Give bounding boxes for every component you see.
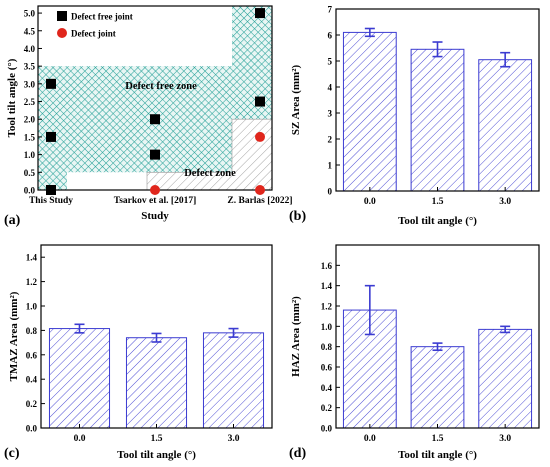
y-tick-label: 1.2	[321, 302, 333, 312]
panel-a-y-tick-label: 5.0	[24, 9, 36, 19]
defect-free-joint-point	[150, 114, 160, 125]
bar	[410, 346, 465, 429]
x-tick-label: 3.0	[499, 197, 511, 207]
plot-frame	[335, 8, 540, 192]
x-tick-label: 0.0	[74, 434, 86, 444]
legend-entry-label: Defect free joint	[71, 12, 133, 22]
panel-d-haz-area-chart: 0.0 1.5 3.0 0.0 0.2 0.4 0.6 0.8 1.0 1.2 1.4 1.6 HAZ …	[289, 244, 540, 461]
x-tick-label: 0.0	[364, 197, 376, 207]
x-tick-label: 3.0	[228, 434, 240, 444]
bar	[342, 31, 397, 192]
defect-free-joint-point	[46, 78, 56, 89]
bar	[478, 328, 533, 429]
panel-a-y-tick-label: 4.5	[24, 26, 36, 36]
panel-a-label: (a)	[4, 213, 21, 228]
y-tick-label: 6	[328, 31, 333, 41]
y-axis-label: HAZ Area (mm²)	[290, 296, 302, 377]
bar	[410, 48, 465, 192]
y-tick-label: 0.6	[26, 350, 38, 360]
bar	[342, 309, 397, 429]
defect-free-joint-point	[46, 131, 56, 142]
panel-a-x-tick-label: This Study	[29, 196, 73, 206]
panel-a-y-tick-label: 4.0	[24, 44, 36, 54]
legend-defect-joint-marker	[57, 28, 67, 38]
y-tick-label: 1.4	[321, 281, 333, 291]
panel-a-y-tick-label: 2.0	[24, 115, 36, 125]
defect-zone-label: Defect zone	[184, 168, 236, 179]
y-tick-label: 1.4	[26, 253, 38, 263]
defect-joint-point	[255, 185, 265, 195]
y-tick-label: 2	[328, 135, 333, 145]
y-tick-label: 1.0	[321, 322, 333, 332]
bar	[202, 332, 265, 429]
y-tick-label: 0.8	[26, 326, 38, 336]
bar	[478, 59, 533, 192]
x-axis-label: Tool tilt angle (°)	[398, 215, 477, 227]
y-tick-label: 0.8	[321, 342, 333, 352]
x-tick-label: 1.5	[151, 434, 163, 444]
y-tick-label: 7	[328, 5, 333, 15]
panel-c-tmaz-area-chart: 0.0 1.5 3.0 0.0 0.2 0.4 0.6 0.8 1.0 1.2 1.4 TMAZ Ar…	[4, 244, 273, 461]
panel-a-x-tick-label: Tsarkov et al. [2017]	[114, 196, 197, 206]
panel-label: (d)	[289, 446, 306, 461]
y-tick-label: 1	[328, 161, 333, 171]
panel-a-y-tick-label: 1.5	[24, 132, 36, 142]
y-tick-label: 0.6	[321, 363, 333, 373]
x-axis-label: Tool tilt angle (°)	[398, 449, 477, 461]
defect-free-zone	[38, 6, 272, 190]
y-tick-label: 1.0	[26, 302, 38, 312]
legend-defect-free-joint-marker	[57, 11, 67, 21]
y-tick-label: 5	[328, 57, 333, 67]
y-tick-label: 0.2	[321, 403, 333, 413]
x-tick-label: 0.0	[364, 434, 376, 444]
x-tick-label: 1.5	[432, 434, 444, 444]
panel-a-y-tick-label: 0.5	[24, 168, 36, 178]
y-tick-label: 1.2	[26, 277, 38, 287]
y-axis-label: TMAZ Area (mm²)	[8, 291, 20, 381]
defect-free-joint-point	[46, 185, 56, 195]
y-tick-label: 3	[328, 109, 333, 119]
panel-a-y-tick-label: 2.5	[24, 97, 36, 107]
y-tick-label: 0.4	[321, 383, 333, 393]
y-tick-label: 0.0	[26, 424, 38, 434]
defect-free-joint-point	[255, 8, 265, 19]
defect-free-joint-point	[255, 96, 265, 107]
y-tick-label: 0.2	[26, 399, 38, 409]
x-axis-label: Tool tilt angle (°)	[117, 449, 196, 461]
panel-a-y-tick-label: 1.0	[24, 150, 36, 160]
defect-joint-point	[255, 131, 265, 142]
x-tick-label: 3.0	[499, 434, 511, 444]
panel-a-x-tick-label: Z. Barlas [2022]	[227, 196, 292, 206]
panel-b-sz-area-chart: 0.0 1.5 3.0 0 1 2 3 4 5 6 7 SZ Area (mm²) Tool tilt …	[289, 5, 540, 227]
y-axis-label: SZ Area (mm²)	[290, 65, 302, 136]
y-tick-label: 1.6	[321, 261, 333, 271]
plot-frame	[335, 244, 540, 429]
defect-free-zone-label: Defect free zone	[125, 81, 197, 92]
x-tick-label: 1.5	[432, 197, 444, 207]
panel-a-x-axis-label: Study	[141, 210, 169, 222]
panel-a-y-tick-label: 0.0	[24, 186, 36, 196]
panel-a-defect-map: Defect free zone Defect zone 0.0 0.5 1.0 1.5…	[4, 5, 293, 228]
y-tick-label: 0.4	[26, 375, 38, 385]
bar	[48, 328, 111, 429]
panel-a-y-tick-label: 3.0	[24, 79, 36, 89]
panel-label: (b)	[289, 209, 306, 224]
panel-a-y-tick-label: 3.5	[24, 62, 36, 72]
panel-label: (c)	[4, 446, 20, 461]
defect-joint-point	[150, 185, 160, 195]
y-tick-label: 0.0	[321, 424, 333, 434]
y-tick-label: 4	[328, 83, 333, 93]
panel-a-y-axis-label: Tool tilt angle (°)	[6, 58, 18, 137]
defect-free-joint-point	[150, 149, 160, 160]
plot-frame	[40, 244, 273, 429]
bar	[125, 337, 188, 429]
legend-entry-label: Defect joint	[71, 29, 116, 39]
y-tick-label: 0	[328, 187, 333, 197]
